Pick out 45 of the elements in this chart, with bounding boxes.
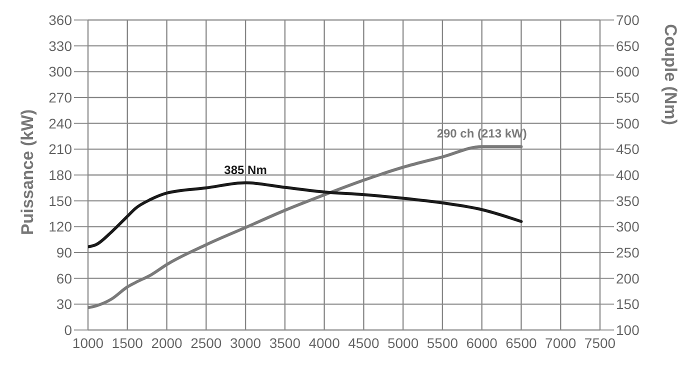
x-tick-label: 7000: [545, 334, 576, 351]
y-tick-label: 330: [48, 38, 72, 54]
x-tick-label: 2000: [151, 334, 183, 351]
y-tick-label: 210: [48, 141, 72, 158]
x-tick-label: 6000: [466, 334, 498, 351]
y-tick-label: 240: [48, 115, 72, 132]
line-series: [88, 181, 523, 248]
x-tick-label: 1500: [112, 334, 144, 351]
y-tick-label: 270: [48, 89, 72, 106]
x-tick-label: 2500: [190, 334, 222, 351]
x-tick-label: 6500: [506, 334, 538, 351]
y2-tick-label: 300: [616, 218, 640, 235]
y2-tick-label: 600: [616, 64, 640, 80]
x-tick-label: 3500: [269, 334, 301, 351]
y-tick-label: 30: [56, 296, 72, 312]
annotation: 385 Nm: [224, 162, 267, 177]
x-tick-label: 5500: [426, 334, 458, 351]
line-series: [88, 145, 523, 310]
x-tick-label: 1000: [72, 334, 104, 351]
y2-tick-label: 700: [616, 12, 640, 28]
y-tick-label: 60: [56, 270, 72, 286]
y2-tick-label: 500: [616, 115, 640, 132]
y-tick-label: 360: [48, 12, 72, 28]
y2-tick-label: 400: [616, 166, 640, 183]
y2-axis-title: Couple (Nm): [660, 24, 680, 125]
y2-tick-label: 350: [616, 192, 640, 209]
y-tick-label: 0: [64, 322, 72, 338]
y-axis-title: Puissance (kW): [18, 109, 38, 235]
x-tick-label: 5000: [388, 334, 419, 351]
x-tick-label: 4000: [308, 334, 340, 351]
x-tick-label: 4500: [348, 334, 380, 351]
y-tick-label: 300: [48, 64, 72, 80]
y-tick-label: 150: [48, 192, 72, 209]
y2-tick-label: 200: [616, 270, 640, 286]
y2-tick-label: 650: [616, 38, 640, 54]
x-tick-label: 7500: [584, 334, 616, 351]
y2-tick-label: 100: [616, 322, 640, 338]
x-tick-label: 3000: [230, 334, 262, 351]
y2-tick-label: 250: [616, 244, 640, 260]
y-tick-label: 90: [56, 244, 72, 260]
y-tick-label: 180: [48, 166, 72, 183]
y2-tick-label: 450: [616, 141, 640, 158]
y-tick-label: 120: [48, 218, 72, 235]
y2-tick-label: 550: [616, 89, 640, 106]
y2-tick-label: 150: [616, 296, 640, 312]
